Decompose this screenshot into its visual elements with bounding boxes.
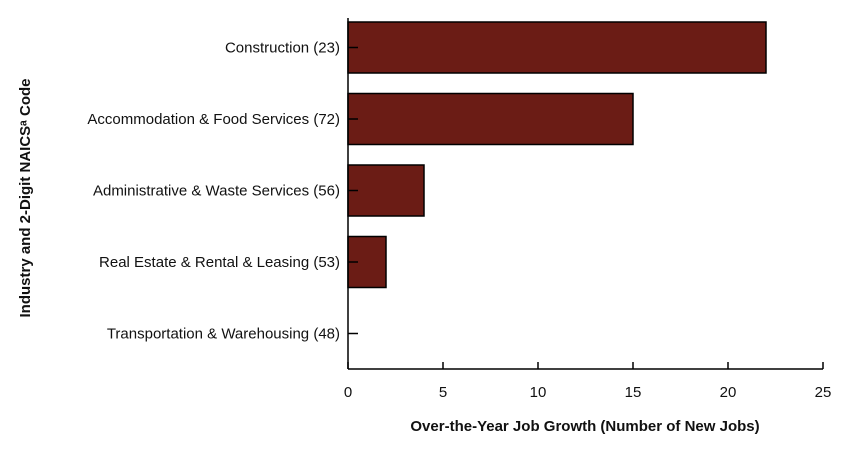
category-label: Real Estate & Rental & Leasing (53): [99, 254, 340, 271]
x-tick-label: 15: [625, 384, 642, 401]
x-tick-label: 20: [720, 384, 737, 401]
category-label: Accommodation & Food Services (72): [87, 111, 340, 128]
x-tick-label: 10: [530, 384, 547, 401]
category-label: Administrative & Waste Services (56): [93, 183, 340, 200]
x-tick-label: 0: [344, 384, 352, 401]
x-tick-label: 5: [439, 384, 447, 401]
bar: [347, 21, 767, 74]
bar: [347, 92, 634, 146]
x-axis-ticks: 0 5 10 15 20 25: [344, 362, 832, 401]
x-tick-label: 25: [815, 384, 832, 401]
category-label: Construction (23): [225, 40, 340, 57]
bar: [347, 164, 425, 217]
bars-group: [347, 21, 767, 289]
category-labels: Construction (23) Accommodation & Food Se…: [87, 40, 358, 343]
y-axis-title: Industry and 2-Digit NAICSᵃ Code: [17, 78, 34, 317]
category-label: Transportation & Warehousing (48): [107, 326, 340, 343]
x-axis-title: Over-the-Year Job Growth (Number of New …: [410, 418, 759, 435]
